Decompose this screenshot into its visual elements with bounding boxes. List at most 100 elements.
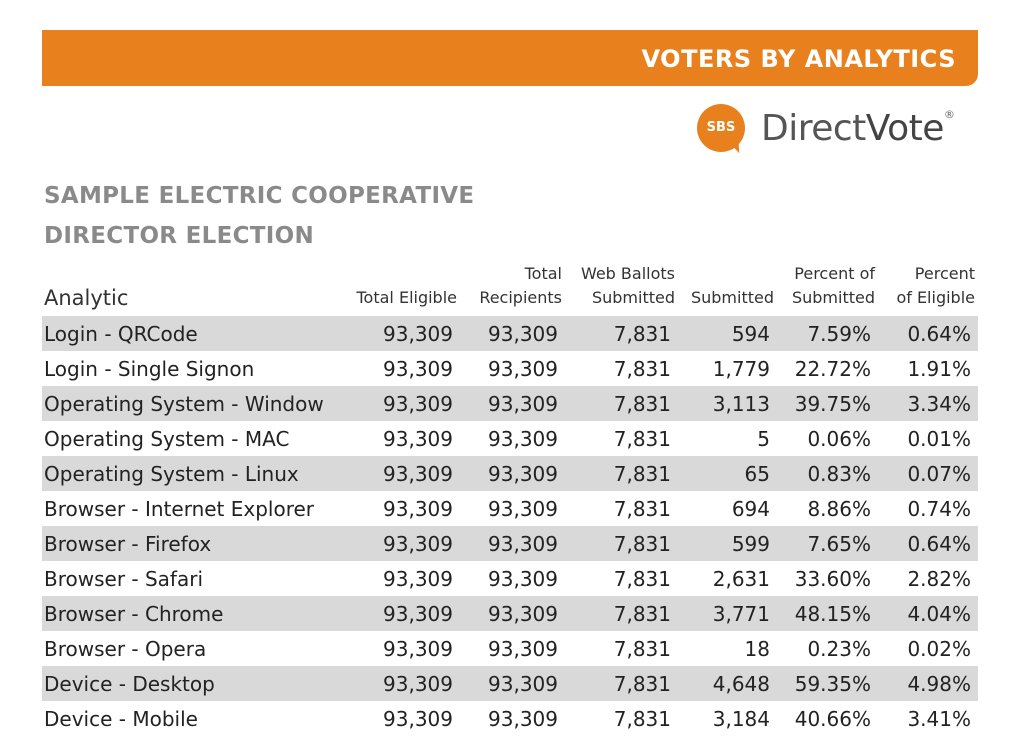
- logo-word-vote: Vote: [865, 108, 945, 149]
- value-cell: 599: [678, 526, 777, 561]
- value-cell: 0.64%: [878, 526, 978, 561]
- value-cell: 694: [731, 496, 770, 521]
- value-cell: 93,309: [383, 566, 453, 591]
- value-cell: 0.02%: [907, 636, 971, 661]
- value-cell: 7.59%: [777, 316, 878, 351]
- value-cell: 7,831: [565, 596, 678, 631]
- analytic-name-cell: Browser - Internet Explorer: [44, 496, 315, 521]
- table-row: Operating System - Linux 93,309 93,309 7,83…: [42, 456, 978, 491]
- value-cell: 93,309: [383, 426, 453, 451]
- column-header-line1: Percent: [914, 264, 975, 283]
- value-cell: 65: [678, 456, 777, 491]
- value-cell: 8.86%: [807, 496, 871, 521]
- column-header: Web Ballots Submitted: [565, 262, 678, 316]
- header-title: VOTERS BY ANALYTICS: [641, 45, 956, 73]
- table-row: Login - QRCode 93,309 93,309 7,831 594 7.59% 0…: [42, 316, 978, 351]
- value-cell: 93,309: [488, 566, 558, 591]
- value-cell: 5: [757, 426, 770, 451]
- value-cell: 18: [744, 636, 770, 661]
- value-cell: 0.01%: [907, 426, 971, 451]
- value-cell: 93,309: [383, 706, 453, 731]
- column-header-line2: Submitted: [791, 288, 875, 307]
- value-cell: 7,831: [613, 566, 671, 591]
- value-cell: 7,831: [613, 496, 671, 521]
- table-row: Browser - Firefox 93,309 93,309 7,831 599 7.6…: [42, 526, 978, 561]
- value-cell: 33.60%: [794, 566, 871, 591]
- value-cell: 0.07%: [878, 456, 978, 491]
- value-cell: 93,309: [460, 456, 565, 491]
- table-row: Login - Single Signon 93,309 93,309 7,831 1,…: [42, 351, 978, 386]
- value-cell: 93,309: [488, 706, 558, 731]
- analytic-name-cell: Browser - Safari: [44, 566, 204, 591]
- table-row: Browser - Safari 93,309 93,309 7,831 2,631 33…: [42, 561, 978, 596]
- column-header-line2: of Eligible: [896, 288, 975, 307]
- analytic-name-cell: Browser - Firefox: [42, 526, 342, 561]
- value-cell: 22.72%: [794, 356, 871, 381]
- column-header: Percent of Eligible: [878, 262, 978, 316]
- table-row: Device - Desktop 93,309 93,309 7,831 4,648 59…: [42, 666, 978, 701]
- value-cell: 3,113: [678, 386, 777, 421]
- value-cell: 93,309: [383, 356, 453, 381]
- value-cell: 4.98%: [878, 666, 978, 701]
- value-cell: 7,831: [613, 426, 671, 451]
- column-header-line1: Web Ballots: [580, 264, 675, 283]
- value-cell: 93,309: [460, 526, 565, 561]
- column-header-line1: Total: [524, 264, 562, 283]
- value-cell: 93,309: [488, 496, 558, 521]
- value-cell: 93,309: [342, 526, 460, 561]
- logo-wordmark: DirectVote®: [761, 108, 955, 149]
- analytic-name-cell: Device - Desktop: [42, 666, 342, 701]
- value-cell: 93,309: [460, 316, 565, 351]
- value-cell: 3.41%: [907, 706, 971, 731]
- value-cell: 93,309: [342, 666, 460, 701]
- value-cell: 93,309: [488, 356, 558, 381]
- value-cell: 93,309: [460, 386, 565, 421]
- column-header: Percent of Submitted: [777, 262, 878, 316]
- value-cell: 594: [678, 316, 777, 351]
- column-header-line2: Submitted: [591, 288, 675, 307]
- value-cell: 0.23%: [807, 636, 871, 661]
- analytic-name-cell: Operating System - MAC: [44, 426, 290, 451]
- logo-word-direct: Direct: [761, 108, 866, 149]
- value-cell: 4,648: [678, 666, 777, 701]
- value-cell: 93,309: [488, 426, 558, 451]
- value-cell: 93,309: [488, 636, 558, 661]
- value-cell: 93,309: [460, 596, 565, 631]
- column-header-line2: Recipients: [479, 288, 562, 307]
- column-header: Total Recipients: [460, 262, 565, 316]
- value-cell: 0.06%: [807, 426, 871, 451]
- table-header-row: Analytic Total Eligible Total Recipients Web…: [42, 262, 978, 316]
- analytic-name-cell: Login - Single Signon: [44, 356, 255, 381]
- value-cell: 7,831: [565, 456, 678, 491]
- analytic-name-cell: Login - QRCode: [42, 316, 342, 351]
- table-row: Operating System - Window 93,309 93,309 7,8…: [42, 386, 978, 421]
- value-cell: 2.82%: [907, 566, 971, 591]
- value-cell: 7,831: [613, 356, 671, 381]
- value-cell: 0.64%: [878, 316, 978, 351]
- analytic-name-cell: Browser - Opera: [44, 636, 207, 661]
- value-cell: 4.04%: [878, 596, 978, 631]
- value-cell: 93,309: [342, 316, 460, 351]
- value-cell: 7.65%: [777, 526, 878, 561]
- value-cell: 7,831: [565, 666, 678, 701]
- table-row: Browser - Opera 93,309 93,309 7,831 18 0.23% 0…: [42, 631, 978, 666]
- value-cell: 0.83%: [777, 456, 878, 491]
- table-row: Operating System - MAC 93,309 93,309 7,831 5…: [42, 421, 978, 456]
- value-cell: 1.91%: [907, 356, 971, 381]
- analytics-table: Analytic Total Eligible Total Recipients Web…: [42, 262, 978, 736]
- column-header-line2: Submitted: [690, 288, 774, 307]
- value-cell: 7,831: [565, 526, 678, 561]
- value-cell: 7,831: [565, 386, 678, 421]
- analytic-name-cell: Operating System - Window: [42, 386, 342, 421]
- registered-mark: ®: [943, 108, 955, 121]
- value-cell: 3,184: [712, 706, 770, 731]
- value-cell: 1,779: [712, 356, 770, 381]
- document-title-line2: DIRECTOR ELECTION: [44, 223, 315, 249]
- analytic-name-cell: Browser - Chrome: [42, 596, 342, 631]
- column-header-line2: Total Eligible: [356, 288, 458, 307]
- column-header: Total Eligible: [342, 262, 460, 316]
- header-banner: VOTERS BY ANALYTICS: [42, 30, 978, 86]
- value-cell: 93,309: [342, 456, 460, 491]
- column-header: Submitted: [678, 262, 777, 316]
- analytic-name-cell: Operating System - Linux: [42, 456, 342, 491]
